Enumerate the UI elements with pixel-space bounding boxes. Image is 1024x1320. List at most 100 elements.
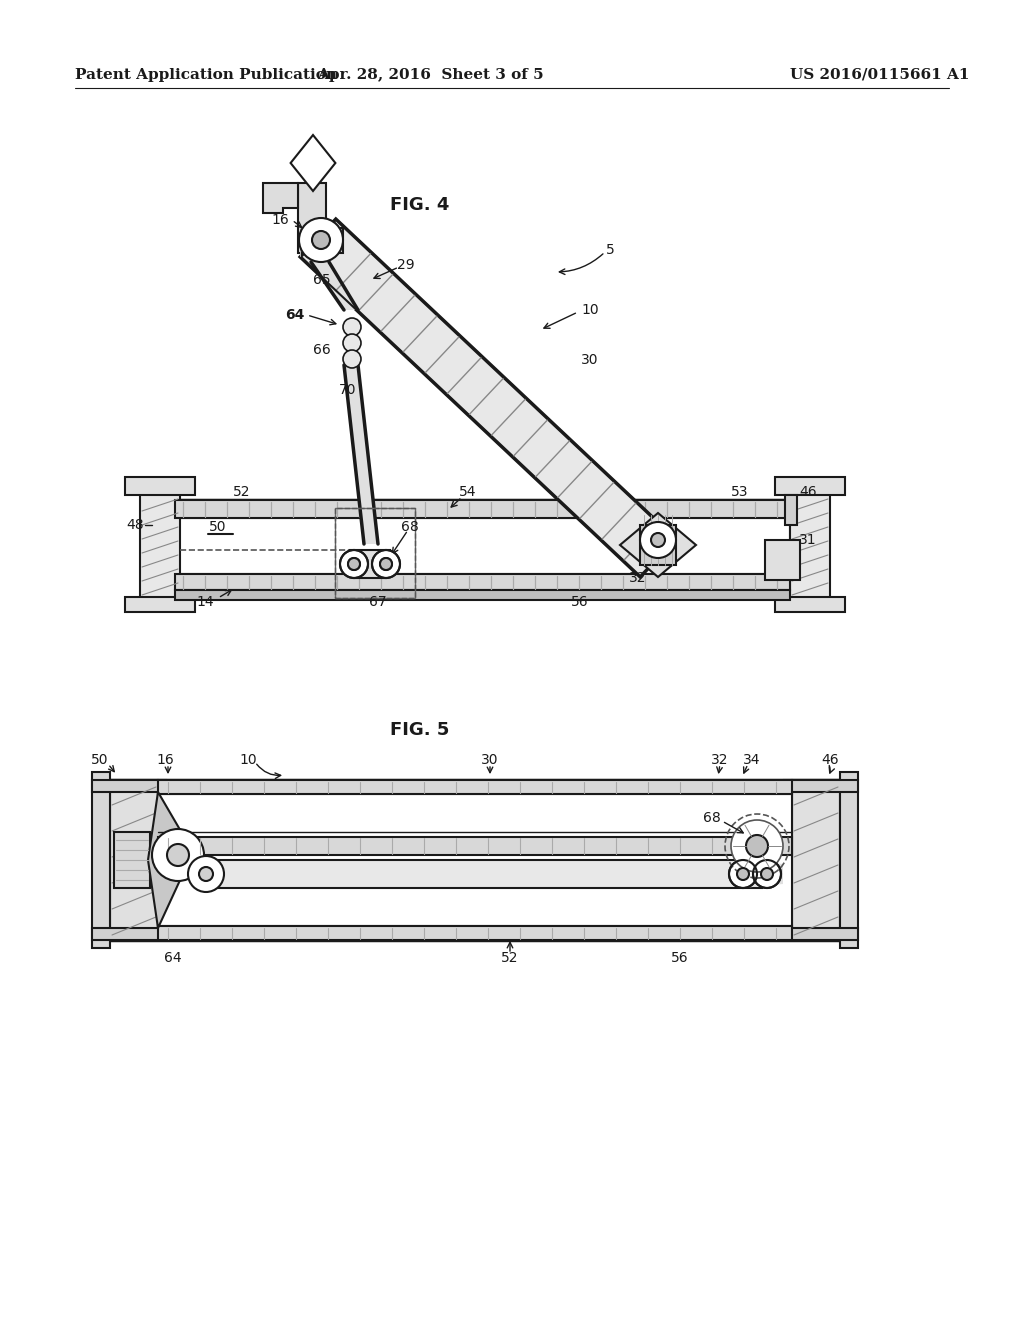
Bar [158,837,792,855]
Circle shape [746,836,768,857]
Bar [335,508,415,598]
Text: 32: 32 [630,572,647,585]
Text: 66: 66 [313,343,331,356]
Polygon shape [350,550,390,578]
Circle shape [348,558,360,570]
Circle shape [729,861,757,888]
Text: 46: 46 [821,752,839,767]
Text: 52: 52 [502,950,519,965]
Bar [203,861,762,888]
Polygon shape [344,366,378,544]
Bar [92,772,110,948]
Polygon shape [311,261,358,310]
Bar [175,500,790,590]
Polygon shape [291,135,336,191]
Text: 30: 30 [481,752,499,767]
Bar [335,508,415,598]
Text: 64: 64 [286,308,305,322]
Bar [784,780,858,792]
Bar [175,500,790,517]
Circle shape [651,533,665,546]
Text: US 2016/0115661 A1: US 2016/0115661 A1 [790,69,970,82]
Text: 50: 50 [209,520,226,535]
Text: 30: 30 [582,352,599,367]
Text: 14: 14 [197,595,214,609]
Circle shape [299,218,343,261]
Circle shape [167,843,189,866]
Text: 31: 31 [799,533,817,546]
Bar [158,795,792,927]
Bar [790,490,830,601]
Text: 70: 70 [339,383,356,397]
Bar [784,928,858,940]
Text: Patent Application Publication: Patent Application Publication [75,69,337,82]
Bar [110,780,158,940]
Polygon shape [743,861,783,888]
Bar [765,540,800,579]
Circle shape [380,558,392,570]
Circle shape [188,855,224,892]
Circle shape [372,550,400,578]
Bar [158,780,792,795]
Polygon shape [298,183,343,253]
Text: 34: 34 [743,752,761,767]
Bar [92,780,166,792]
Text: 54: 54 [459,484,477,499]
Circle shape [761,869,773,880]
Bar [125,477,195,495]
Bar [175,590,790,601]
Circle shape [199,867,213,880]
Bar [158,927,792,940]
Text: 65: 65 [313,273,331,286]
Bar [114,832,150,888]
Text: 56: 56 [571,595,589,609]
Text: 50: 50 [91,752,109,767]
Circle shape [737,869,749,880]
Bar [785,495,797,525]
Text: 53: 53 [731,484,749,499]
Bar [92,928,166,940]
Text: 46: 46 [799,484,817,499]
Circle shape [343,350,361,368]
Text: 29: 29 [397,257,415,272]
Polygon shape [148,792,193,928]
Circle shape [343,334,361,352]
Polygon shape [620,513,696,577]
Text: FIG. 4: FIG. 4 [390,195,450,214]
Polygon shape [263,183,298,213]
Circle shape [340,550,368,578]
Circle shape [640,521,676,558]
Circle shape [348,558,360,570]
Circle shape [152,829,204,880]
Circle shape [312,231,330,249]
Text: 67: 67 [370,595,387,609]
Bar [175,517,790,574]
Text: 52: 52 [233,484,251,499]
Bar [175,574,790,590]
Bar [775,477,845,495]
Bar [125,597,195,612]
Bar [640,525,676,565]
Circle shape [753,861,781,888]
Text: 56: 56 [671,950,689,965]
Text: Apr. 28, 2016  Sheet 3 of 5: Apr. 28, 2016 Sheet 3 of 5 [316,69,544,82]
Circle shape [731,820,783,873]
Text: 48: 48 [126,517,143,532]
Text: 16: 16 [156,752,174,767]
Bar [792,780,840,940]
Text: 10: 10 [240,752,257,767]
Text: 5: 5 [605,243,614,257]
Text: FIG. 5: FIG. 5 [390,721,450,739]
Text: 64: 64 [164,950,182,965]
Circle shape [343,318,361,337]
Bar [140,490,180,601]
Polygon shape [300,219,676,577]
Text: 32: 32 [712,752,729,767]
Text: 68: 68 [401,520,419,535]
Text: 10: 10 [582,304,599,317]
Bar [840,772,858,948]
Text: 16: 16 [271,213,289,227]
Text: 68: 68 [703,810,721,825]
Bar [110,780,840,940]
Circle shape [380,558,392,570]
